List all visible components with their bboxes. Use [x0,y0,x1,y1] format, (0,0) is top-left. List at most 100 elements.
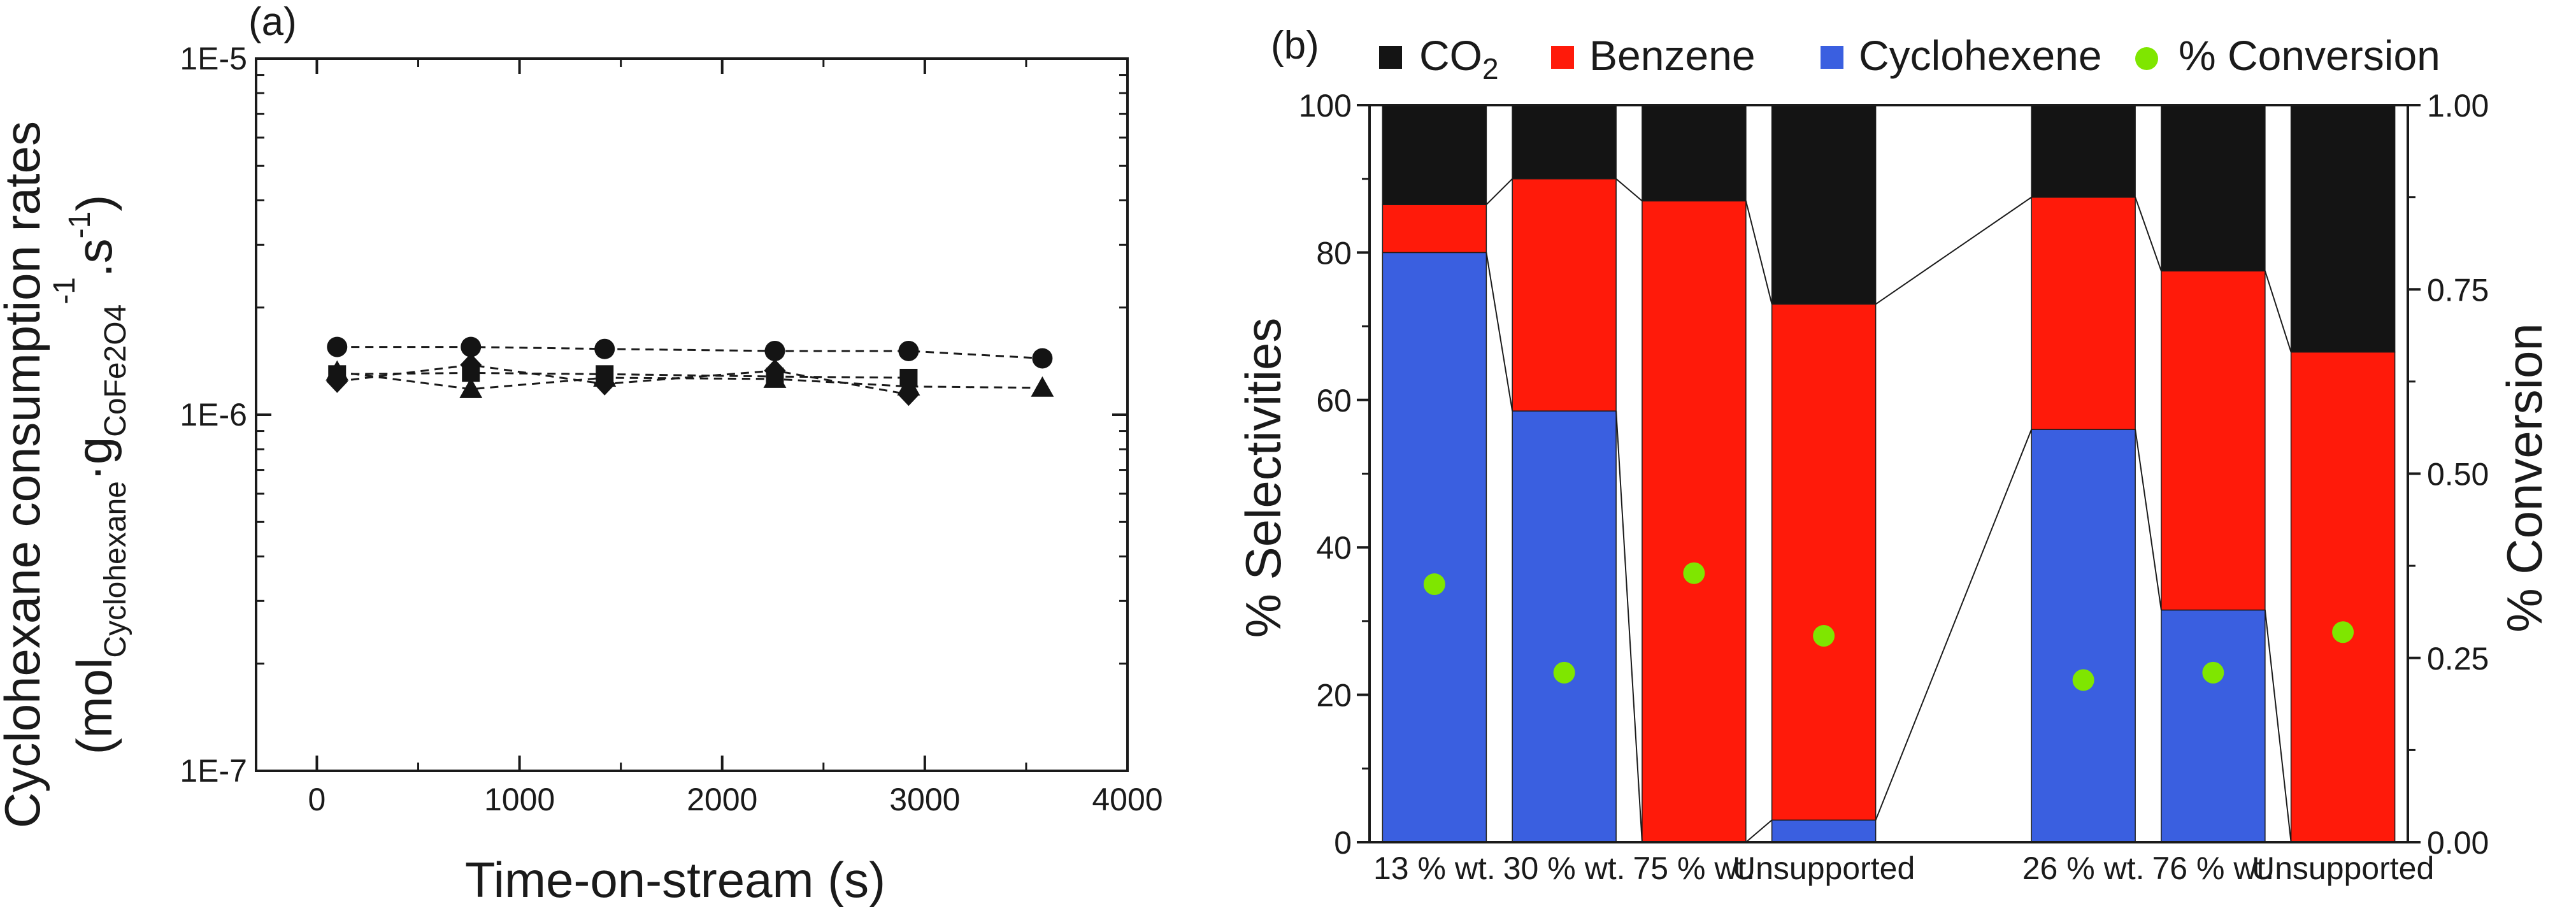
panel-b-category-label: 30 % wt. [1503,850,1626,886]
panel-a-ylabel-line1: Cyclohexane consumption rates [0,121,50,828]
panel-a-log-scatter: (a) Cyclohexane consumption rates (molCy… [0,0,1163,908]
panel-a-xtick-label: 3000 [889,782,960,817]
panel-a-marker-circle [327,336,348,357]
panel-b-connector [1615,178,1643,202]
panel-a-xtick-label: 0 [308,782,326,817]
panel-b-connector [1485,178,1513,205]
panel-b-connector [2264,271,2292,352]
bar-cyclohexene-1 [1512,410,1617,843]
panel-b-ytick-label: 20 [1316,678,1352,714]
panel-b-axes: 13 % wt. 30 % wt. 75 % wt.Unsupported 26 % … [1299,88,2489,886]
panel-b-y2tick-label: 0.00 [2427,825,2489,861]
panel-a-ytick-label: 1E-6 [180,397,247,433]
panel-b-connector [2135,197,2162,271]
panel-b-connectors [1485,178,2292,843]
conversion-point [2332,621,2354,643]
conversion-point [1813,625,1835,647]
panel-b-label: (b) [1271,24,1319,68]
panel-a-marker-diamond [898,383,920,406]
panel-b-connector [1745,201,1773,305]
bar-benzene-4 [2031,196,2136,430]
bar-co2-4 [2031,104,2136,198]
bar-benzene-5 [2161,270,2266,611]
panel-a-xlabel: Time-on-stream (s) [465,852,885,908]
panel-b-category-label: 26 % wt. [2022,850,2145,886]
bar-cyclohexene-5 [2161,609,2266,843]
bar-co2-5 [2161,104,2266,272]
legend-swatch-co2 [1379,46,1402,69]
panel-a-series [326,336,1054,406]
panel-b-connector [2264,610,2292,843]
panel-b-y2tick-label: 0.50 [2427,457,2489,492]
panel-b-ytick-label: 0 [1334,825,1352,861]
panel-a-marker-circle [1032,348,1053,369]
conversion-point [2072,669,2094,691]
panel-b-connector [1875,196,2032,305]
bar-benzene-2 [1642,200,1747,843]
panel-a-xtick-label: 2000 [687,782,757,817]
panel-a-marker-diamond [460,353,482,377]
legend-swatch-cyclohexene [1821,46,1843,69]
panel-a-series-line-circle [337,346,1043,359]
panel-a-series-line-diamond [337,364,909,396]
bar-benzene-1 [1512,178,1617,412]
panel-b-connector [1745,819,1773,843]
panel-b-y2label: % Conversion [2496,323,2552,633]
conversion-point [2202,661,2224,684]
panel-b-y2tick-label: 0.25 [2427,641,2489,677]
panel-a-xtick-label: 4000 [1092,782,1163,817]
bar-benzene-0 [1382,204,1487,254]
panel-a-xtick-label: 1000 [484,782,555,817]
panel-a-marker-circle [898,340,919,361]
panel-b-connector [1875,429,2033,821]
legend-label-co2: CO2 [1419,32,1499,85]
panel-b-category-label: 75 % wt. [1633,850,1756,886]
panel-a-ytick-label: 1E-5 [180,41,247,76]
bar-cyclohexene-4 [2031,429,2136,843]
conversion-point [1683,562,1705,584]
bar-co2-0 [1382,104,1487,205]
legend-label-cyclohexene: Cyclohexene [1859,32,2102,79]
panel-b-category-label: 13 % wt. [1373,850,1496,886]
bar-cyclohexene-0 [1382,252,1487,843]
panel-b-bars [1382,104,2396,843]
panel-a-axes: 0 1000 2000 3000 4000 1E-7 1E-6 1E-5 [180,41,1163,817]
panel-a-marker-diamond [594,372,616,396]
panel-b-ytick-label: 60 [1316,383,1352,419]
panel-a-ytick-label: 1E-7 [180,753,247,789]
panel-b-conversion-points [1423,562,2354,691]
panel-b-y2tick-label: 1.00 [2427,88,2489,124]
conversion-point [1423,573,1445,596]
panel-a-label: (a) [248,0,297,44]
panel-b-connector [1485,252,1513,412]
panel-a-marker-triangle [1031,376,1054,397]
bar-co2-1 [1512,104,1617,180]
panel-a-marker-diamond [764,359,786,382]
legend-label-conversion: % Conversion [2179,32,2440,79]
bar-cyclohexene-3 [1771,819,1877,843]
legend-swatch-benzene [1551,46,1574,69]
panel-b-ylabel: % Selectivities [1235,318,1291,638]
panel-b-category-label: Unsupported [2252,850,2434,886]
panel-a-marker-triangle [459,377,483,398]
panel-b-ytick-label: 40 [1316,530,1352,566]
bar-co2-2 [1642,104,1747,202]
legend-label-benzene: Benzene [1589,32,1756,79]
panel-b-category-label: Unsupported [1733,850,1915,886]
panel-b-connector [1615,411,1643,843]
conversion-point [1553,661,1575,684]
bar-benzene-6 [2290,351,2396,843]
bar-benzene-3 [1771,303,1877,821]
panel-b-y2tick-label: 0.75 [2427,272,2489,308]
legend-marker-conversion [2135,47,2158,70]
bar-co2-6 [2290,104,2396,353]
panel-b-ytick-label: 100 [1299,88,1352,124]
panel-b-ytick-label: 80 [1316,235,1352,271]
bar-co2-3 [1771,104,1877,305]
panel-a-series-line-triangle [337,371,1043,391]
panel-b-connector [2135,429,2162,610]
panel-a-ylabel-line2: (molCyclohexane·gCoFe2O4-1.s-1) [48,195,132,755]
panel-a-marker-circle [461,336,482,357]
panel-b-legend: CO2 Benzene Cyclohexene % Conversion [1379,32,2440,85]
